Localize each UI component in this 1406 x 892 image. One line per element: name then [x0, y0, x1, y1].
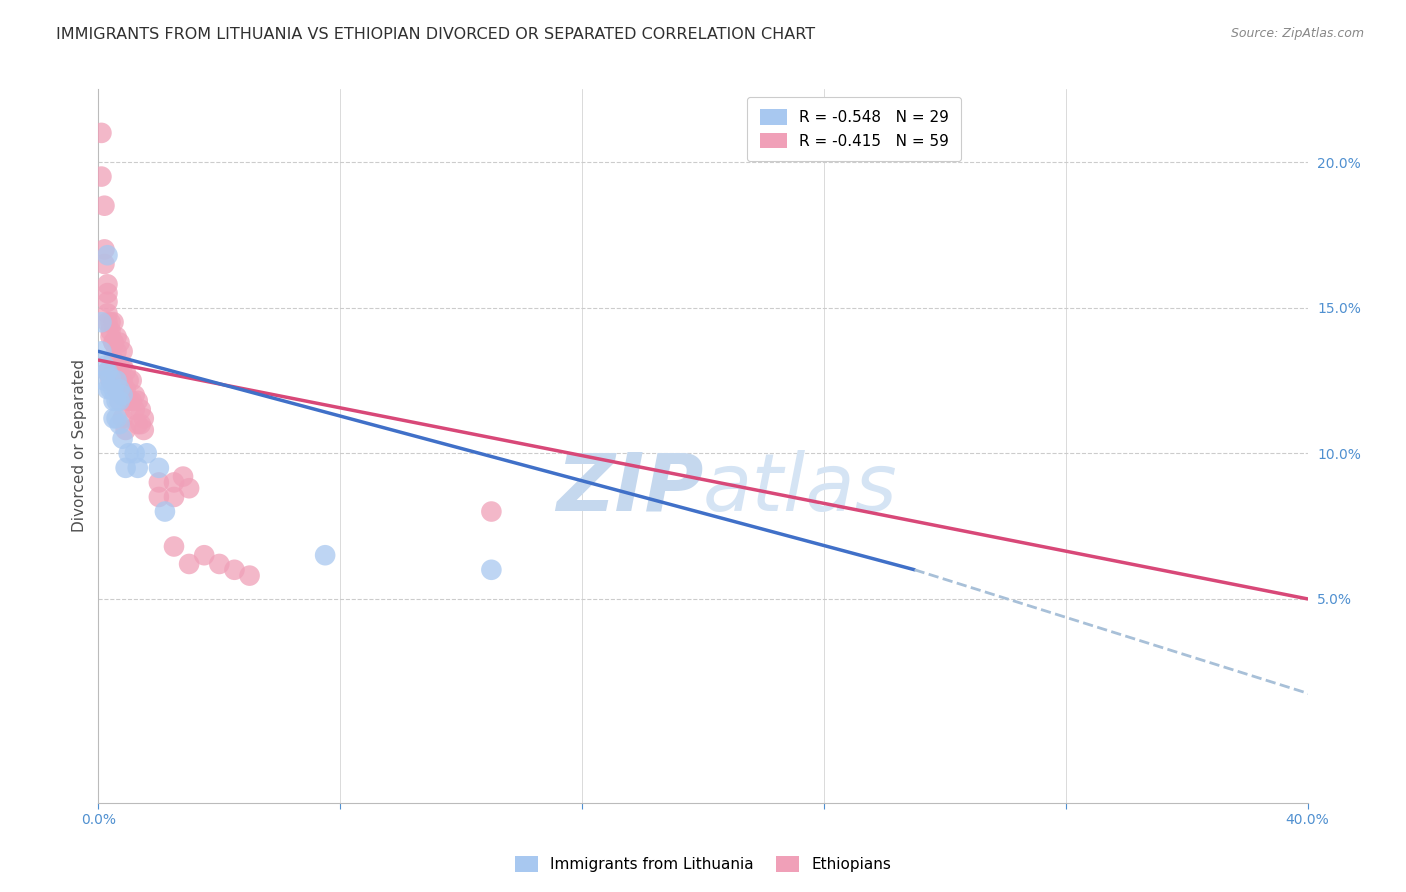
Point: [148, 490, 170, 504]
Point: [172, 469, 194, 483]
Text: Source: ZipAtlas.com: Source: ZipAtlas.com: [1230, 27, 1364, 40]
Point: [114, 365, 136, 379]
Point: [100, 374, 122, 388]
Point: [132, 423, 155, 437]
Point: [481, 563, 503, 577]
Point: [105, 365, 128, 379]
Point: [111, 344, 134, 359]
Point: [163, 490, 186, 504]
Point: [121, 393, 143, 408]
Point: [135, 446, 157, 460]
Point: [93, 199, 115, 213]
Point: [111, 374, 134, 388]
Point: [100, 315, 122, 329]
Point: [93, 374, 115, 388]
Point: [96, 306, 118, 320]
Point: [193, 548, 215, 562]
Text: atlas: atlas: [703, 450, 898, 528]
Point: [208, 557, 231, 571]
Point: [114, 382, 136, 396]
Point: [93, 243, 115, 257]
Point: [90, 169, 112, 184]
Point: [127, 460, 149, 475]
Point: [90, 126, 112, 140]
Point: [103, 382, 125, 396]
Point: [93, 359, 115, 373]
Point: [105, 411, 128, 425]
Point: [103, 365, 125, 379]
Point: [148, 460, 170, 475]
Point: [108, 417, 131, 432]
Point: [96, 365, 118, 379]
Point: [100, 330, 122, 344]
Point: [239, 568, 262, 582]
Point: [105, 330, 128, 344]
Point: [118, 374, 141, 388]
Point: [108, 382, 131, 396]
Point: [224, 563, 246, 577]
Point: [105, 382, 128, 396]
Point: [114, 423, 136, 437]
Point: [100, 370, 122, 384]
Point: [103, 315, 125, 329]
Point: [105, 344, 128, 359]
Point: [93, 257, 115, 271]
Point: [114, 460, 136, 475]
Point: [111, 388, 134, 402]
Point: [163, 540, 186, 554]
Point: [111, 411, 134, 425]
Point: [124, 446, 146, 460]
Text: ZIP: ZIP: [555, 450, 703, 528]
Point: [103, 411, 125, 425]
Point: [127, 417, 149, 432]
Point: [108, 359, 131, 373]
Text: IMMIGRANTS FROM LITHUANIA VS ETHIOPIAN DIVORCED OR SEPARATED CORRELATION CHART: IMMIGRANTS FROM LITHUANIA VS ETHIOPIAN D…: [56, 27, 815, 42]
Point: [163, 475, 186, 490]
Point: [118, 393, 141, 408]
Point: [105, 374, 128, 388]
Point: [129, 402, 152, 417]
Point: [127, 393, 149, 408]
Point: [148, 475, 170, 490]
Point: [96, 286, 118, 301]
Point: [111, 359, 134, 373]
Y-axis label: Divorced or Separated: Divorced or Separated: [72, 359, 87, 533]
Point: [314, 548, 336, 562]
Point: [108, 335, 131, 350]
Point: [96, 248, 118, 262]
Point: [96, 315, 118, 329]
Point: [103, 335, 125, 350]
Point: [118, 446, 141, 460]
Point: [121, 374, 143, 388]
Point: [96, 382, 118, 396]
Point: [103, 335, 125, 350]
Point: [103, 393, 125, 408]
Point: [96, 294, 118, 309]
Point: [108, 393, 131, 408]
Point: [124, 388, 146, 402]
Point: [179, 557, 201, 571]
Point: [96, 365, 118, 379]
Point: [153, 504, 176, 518]
Point: [132, 411, 155, 425]
Point: [111, 432, 134, 446]
Point: [100, 382, 122, 396]
Point: [90, 315, 112, 329]
Point: [179, 481, 201, 495]
Point: [124, 402, 146, 417]
Point: [100, 324, 122, 338]
Point: [105, 393, 128, 408]
Legend: Immigrants from Lithuania, Ethiopians: Immigrants from Lithuania, Ethiopians: [508, 848, 898, 880]
Point: [96, 277, 118, 292]
Legend: R = -0.548   N = 29, R = -0.415   N = 59: R = -0.548 N = 29, R = -0.415 N = 59: [748, 97, 962, 161]
Point: [103, 353, 125, 368]
Point: [90, 344, 112, 359]
Point: [129, 417, 152, 432]
Point: [108, 393, 131, 408]
Point: [481, 504, 503, 518]
